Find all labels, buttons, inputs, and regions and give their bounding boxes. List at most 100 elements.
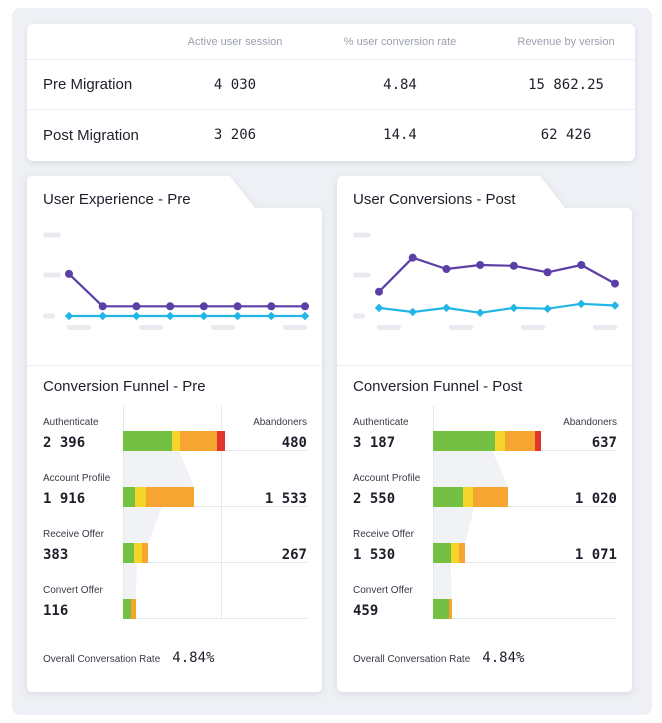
bar-segment-yellow: [495, 431, 505, 451]
stage-value-account-profile: 1 916: [43, 491, 86, 507]
overall-rate-label: Overall Conversation Rate: [353, 654, 471, 665]
stage-value-receive-offer: 383: [43, 547, 69, 563]
bar-segment-green: [123, 431, 172, 451]
data-point: [375, 287, 383, 296]
data-point: [267, 311, 276, 321]
conversion-funnel-pre: Authenticate 2 396 Account Profile 1 916…: [27, 406, 322, 646]
post-revenue: 62 426: [540, 127, 592, 143]
data-point: [475, 308, 485, 318]
stage-label-receive-offer: Receive Offer: [353, 529, 414, 540]
data-point: [442, 265, 451, 274]
data-point: [577, 299, 586, 309]
overall-rate: Overall Conversation Rate 4.84%: [43, 650, 214, 666]
data-point: [166, 302, 175, 311]
x-tick-placeholder: [521, 325, 545, 330]
data-point: [301, 302, 309, 311]
bar-segment-yellow: [134, 543, 142, 563]
stage-value-authenticate: 3 187: [353, 435, 396, 451]
funnel-bar-account-profile: [433, 487, 508, 507]
post-active-sessions: 3 206: [213, 127, 257, 143]
abandoners-label: Abandoners: [253, 417, 307, 428]
bar-segment-green: [123, 543, 134, 563]
header-active-sessions: Active user session: [187, 35, 283, 48]
y-tick-placeholder: [43, 272, 61, 278]
y-tick-placeholder: [353, 313, 365, 319]
stage-label-convert-offer: Convert Offer: [353, 585, 413, 596]
series-cyan-line: [378, 302, 616, 314]
funnel-axis-left: [123, 406, 124, 618]
funnel-bar-authenticate: [123, 431, 225, 451]
summary-header-row: Active user session % user conversion ra…: [27, 24, 635, 60]
funnel-gridline: [123, 506, 307, 507]
data-point: [408, 253, 417, 262]
funnel-axis-right: [221, 406, 222, 618]
funnel-bar-receive-offer: [123, 543, 148, 563]
data-point: [300, 311, 310, 321]
data-point: [65, 269, 73, 278]
bar-segment-green: [433, 431, 495, 451]
chart-title: User Experience - Pre: [43, 191, 191, 208]
stage-value-account-profile: 2 550: [353, 491, 396, 507]
bar-segment-orange: [459, 543, 465, 563]
stage-label-convert-offer: Convert Offer: [43, 585, 103, 596]
stage-label-authenticate: Authenticate: [43, 417, 99, 428]
bar-segment-yellow: [451, 543, 459, 563]
x-tick-placeholder: [449, 325, 473, 330]
table-row: Pre Migration 4 030 4.84 15 862.25: [27, 60, 635, 110]
header-revenue: Revenue by version: [517, 35, 615, 48]
bar-segment-orange: [449, 599, 452, 619]
overall-rate: Overall Conversation Rate 4.84%: [353, 650, 524, 666]
funnel-title: Conversion Funnel - Pre: [43, 378, 206, 395]
data-point: [442, 303, 451, 313]
abandoners-receive-offer: 1 071: [574, 547, 617, 563]
overall-rate-value: 4.84%: [172, 650, 215, 666]
y-tick-placeholder: [353, 272, 371, 278]
stage-value-authenticate: 2 396: [43, 435, 86, 451]
x-tick-placeholder: [139, 325, 163, 330]
x-tick-placeholder: [67, 325, 91, 330]
abandoners-label: Abandoners: [563, 417, 617, 428]
overall-rate-label: Overall Conversation Rate: [43, 654, 161, 665]
data-point: [509, 261, 518, 270]
bar-segment-red: [535, 431, 541, 451]
post-conversion-rate: 14.4: [383, 127, 417, 143]
bar-segment-orange: [131, 599, 136, 619]
series-purple-line: [68, 273, 305, 308]
line-chart-pre: [43, 232, 310, 330]
funnel-bar-receive-offer: [433, 543, 465, 563]
abandoners-authenticate: 637: [591, 435, 617, 451]
divider: [27, 365, 322, 366]
y-tick-placeholder: [43, 232, 61, 238]
abandoners-account-profile: 1 020: [574, 491, 617, 507]
divider: [337, 365, 632, 366]
stage-label-account-profile: Account Profile: [43, 473, 111, 484]
data-point: [64, 311, 74, 321]
x-tick-placeholder: [593, 325, 617, 330]
data-point: [165, 311, 175, 321]
stage-label-authenticate: Authenticate: [353, 417, 409, 428]
row-label-pre: Pre Migration: [43, 76, 133, 93]
abandoners-authenticate: 480: [281, 435, 307, 451]
pre-conversion-rate: 4.84: [383, 76, 417, 93]
stage-label-account-profile: Account Profile: [353, 473, 421, 484]
stage-value-receive-offer: 1 530: [353, 547, 396, 563]
funnel-shade: [433, 451, 508, 599]
bar-segment-yellow: [463, 487, 473, 507]
bar-segment-orange: [473, 487, 508, 507]
bar-segment-green: [433, 543, 451, 563]
data-point: [199, 311, 209, 321]
data-point: [509, 303, 519, 313]
stage-label-receive-offer: Receive Offer: [43, 529, 104, 540]
funnel-bar-authenticate: [433, 431, 541, 451]
bar-segment-green: [433, 487, 463, 507]
conversion-funnel-post: Authenticate 3 187 Account Profile 2 550…: [337, 406, 632, 646]
summary-table: Active user session % user conversion ra…: [27, 24, 635, 161]
header-conversion-rate: % user conversion rate: [343, 35, 457, 48]
series-purple-line: [378, 256, 616, 293]
line-chart-post: [353, 232, 620, 330]
y-tick-placeholder: [353, 232, 371, 238]
bar-segment-orange: [142, 543, 148, 563]
stage-value-convert-offer: 116: [43, 603, 69, 619]
data-point: [98, 311, 107, 321]
x-tick-placeholder: [283, 325, 307, 330]
